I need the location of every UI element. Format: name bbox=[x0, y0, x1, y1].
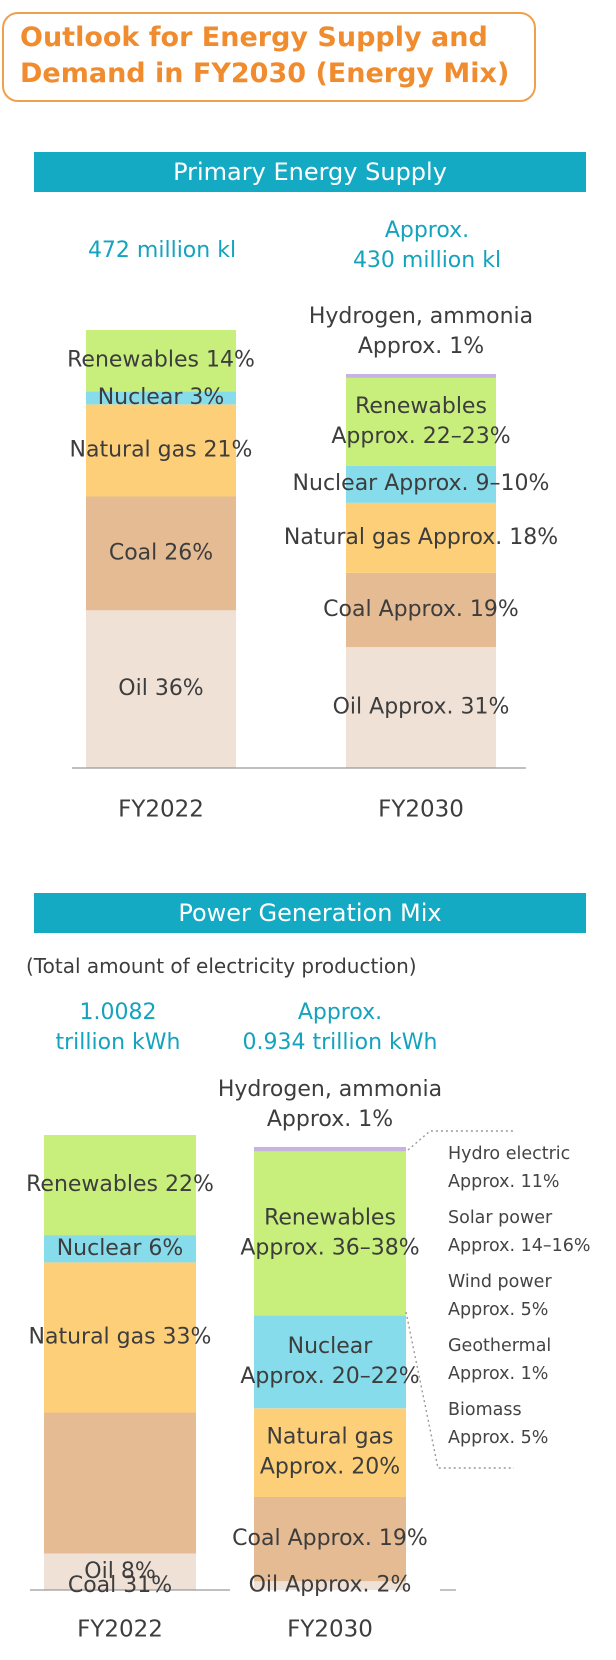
bar-segment-nuclear-fy2022 bbox=[86, 391, 236, 405]
breakdown-solar-label: Solar power bbox=[448, 1208, 553, 1228]
bar-segment-renewables-fy2022 bbox=[86, 330, 236, 392]
bar-segment-oil-fy2022 bbox=[86, 610, 236, 768]
primary-total-fy2030: Approx. 430 million kl bbox=[352, 218, 502, 273]
bar-segment-nuclear-fy2030 bbox=[254, 1315, 406, 1409]
breakdown-biomass: Biomass Approx. 5% bbox=[448, 1396, 548, 1452]
renewables-bracket bbox=[405, 1130, 514, 1469]
data-label-renewables-fy2022: Renewables 22% bbox=[26, 1172, 214, 1197]
data-label-renewables-fy2030: Renewables Approx. 22–23% bbox=[331, 394, 510, 449]
primary-bar-segments bbox=[86, 330, 496, 768]
primary-banner: Primary Energy Supply bbox=[34, 152, 586, 192]
bar-segment-coal-fy2030 bbox=[254, 1497, 406, 1582]
data-label-nuclear-fy2030: Nuclear Approx. 20–22% bbox=[240, 1334, 419, 1389]
power-data-labels: Oil 8%Coal 31% Natural gas 33% Nuclear 6% R… bbox=[26, 1077, 442, 1598]
title-box: Outlook for Energy Supply and Demand in … bbox=[2, 12, 536, 102]
power-total-fy2022: 1.0082 trillion kWh bbox=[55, 1000, 181, 1055]
data-label-coal-fy2022: Coal 26% bbox=[109, 540, 213, 565]
category-label-0-fy2022: FY2022 bbox=[118, 797, 204, 823]
data-label-oil-fy2022: Oil 8% bbox=[84, 1559, 155, 1584]
bar-segment-renewables-fy2022 bbox=[44, 1135, 196, 1236]
bracket-top bbox=[407, 1130, 514, 1151]
breakdown-wind-label: Wind power bbox=[448, 1272, 552, 1292]
power-total-fy2030: Approx. 0.934 trillion kWh bbox=[242, 1000, 438, 1055]
data-label-natural_gas-fy2022: Natural gas 33% bbox=[29, 1325, 212, 1350]
bar-segment-renewables-fy2030 bbox=[346, 377, 496, 466]
data-label-natural_gas-fy2030: Natural gas Approx. 20% bbox=[260, 1425, 400, 1480]
breakdown-solar: Solar power Approx. 14–16% bbox=[448, 1204, 591, 1260]
data-label-renewables-fy2022: Renewables 14% bbox=[67, 348, 255, 373]
category-label-1-fy2022: FY2022 bbox=[77, 1617, 163, 1643]
bar-segment-hydrogen_ammonia-fy2030 bbox=[346, 374, 496, 378]
data-label-oil-fy2022: Oil 36% bbox=[118, 676, 203, 701]
data-label-natural_gas-fy2030: Natural gas Approx. 18% bbox=[284, 525, 558, 550]
breakdown-hydro-value: Approx. 11% bbox=[448, 1172, 560, 1192]
category-labels: FY2022 FY2030 FY2022 FY2030 bbox=[77, 797, 464, 1643]
breakdown-wind: Wind power Approx. 5% bbox=[448, 1268, 552, 1324]
breakdown-geothermal: Geothermal Approx. 1% bbox=[448, 1332, 551, 1388]
breakdown-solar-value: Approx. 14–16% bbox=[448, 1236, 591, 1256]
data-label-oil-fy2030: Oil Approx. 2% bbox=[249, 1573, 412, 1598]
breakdown-geothermal-value: Approx. 1% bbox=[448, 1364, 549, 1384]
bar-segment-natural_gas-fy2022 bbox=[44, 1262, 196, 1413]
bar-segment-coal-fy2022 bbox=[86, 496, 236, 611]
bar-segment-coal-fy2022 bbox=[44, 1412, 196, 1554]
breakdown-hydro-label: Hydro electric bbox=[448, 1144, 571, 1164]
data-label-coal-fy2030: Coal Approx. 19% bbox=[323, 597, 519, 622]
data-label-hydrogen_ammonia-fy2030: Hydrogen, ammonia Approx. 1% bbox=[309, 304, 533, 359]
category-label-1-fy2030: FY2030 bbox=[287, 1617, 373, 1643]
data-label-coal-fy2022: Coal 31% bbox=[68, 1573, 172, 1598]
breakdown-hydro: Hydro electric Approx. 11% bbox=[448, 1140, 570, 1196]
category-label-0-fy2030: FY2030 bbox=[378, 797, 464, 823]
page-title: Outlook for Energy Supply and Demand in … bbox=[20, 22, 510, 89]
bar-segment-oil-fy2022 bbox=[44, 1553, 196, 1590]
bar-segment-natural_gas-fy2022 bbox=[86, 404, 236, 497]
data-label-natural_gas-fy2022: Natural gas 21% bbox=[70, 437, 253, 462]
data-label-renewables-fy2030: Renewables Approx. 36–38% bbox=[240, 1205, 419, 1260]
data-label-coal-fy2030: Coal Approx. 19% bbox=[232, 1526, 428, 1551]
primary-data-labels: Oil 36% Coal 26% Natural gas 21% Nuclear 3%… bbox=[67, 304, 558, 720]
bar-segment-nuclear-fy2030 bbox=[346, 465, 496, 503]
data-label-nuclear-fy2030: Nuclear Approx. 9–10% bbox=[293, 471, 550, 496]
bar-segment-natural_gas-fy2030 bbox=[346, 502, 496, 573]
bar-segment-oil-fy2030 bbox=[254, 1581, 406, 1590]
data-label-nuclear-fy2022: Nuclear 6% bbox=[57, 1236, 184, 1261]
bar-segment-coal-fy2030 bbox=[346, 573, 496, 648]
axis-lines bbox=[30, 767, 526, 1591]
bar-segment-oil-fy2030 bbox=[346, 647, 496, 768]
breakdown-wind-value: Approx. 5% bbox=[448, 1300, 549, 1320]
breakdown-biomass-value: Approx. 5% bbox=[448, 1428, 549, 1448]
bar-segment-renewables-fy2030 bbox=[254, 1151, 406, 1316]
bar-segment-nuclear-fy2022 bbox=[44, 1235, 196, 1263]
power-bar-segments bbox=[44, 1135, 406, 1590]
breakdown-biomass-label: Biomass bbox=[448, 1400, 522, 1420]
primary-total-fy2022: 472 million kl bbox=[87, 238, 237, 263]
data-label-hydrogen_ammonia-fy2030: Hydrogen, ammonia Approx. 1% bbox=[218, 1077, 442, 1132]
bar-segment-natural_gas-fy2030 bbox=[254, 1408, 406, 1497]
power-banner: Power Generation Mix bbox=[34, 893, 586, 933]
data-label-nuclear-fy2022: Nuclear 3% bbox=[98, 385, 225, 410]
power-note: (Total amount of electricity production) bbox=[26, 954, 417, 978]
bar-segment-hydrogen_ammonia-fy2030 bbox=[254, 1147, 406, 1152]
bracket-bottom bbox=[405, 1311, 514, 1469]
breakdown-geothermal-label: Geothermal bbox=[448, 1336, 552, 1356]
data-label-oil-fy2030: Oil Approx. 31% bbox=[333, 695, 510, 720]
